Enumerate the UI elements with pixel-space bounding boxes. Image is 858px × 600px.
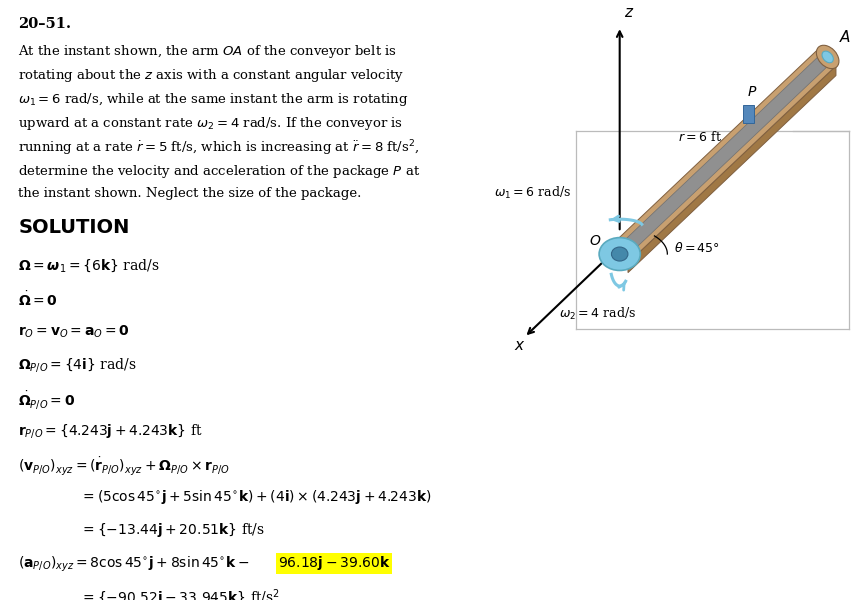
Text: $\omega_1 = 6$ rad/s, while at the same instant the arm is rotating: $\omega_1 = 6$ rad/s, while at the same … [18,91,409,108]
Text: $O$: $O$ [589,234,601,248]
Text: $x$: $x$ [514,340,525,353]
Text: $\mathbf{\Omega}_{P/O} = \{4\mathbf{i}\}$ rad/s: $\mathbf{\Omega}_{P/O} = \{4\mathbf{i}\}… [18,356,137,374]
Text: running at a rate $\dot{r} = 5$ ft/s, which is increasing at $\ddot{r} = 8$ ft/s: running at a rate $\dot{r} = 5$ ft/s, wh… [18,139,420,158]
Ellipse shape [599,238,640,271]
Polygon shape [612,48,836,263]
Text: $\theta = 45°$: $\theta = 45°$ [674,241,720,255]
Text: $\dot{\mathbf{\Omega}} = \mathbf{0}$: $\dot{\mathbf{\Omega}} = \mathbf{0}$ [18,290,58,309]
Text: SOLUTION: SOLUTION [18,218,130,238]
Polygon shape [628,66,836,272]
Text: $r = 6$ ft: $r = 6$ ft [678,130,722,143]
Text: $96.18\mathbf{j} - 39.60\mathbf{k}$: $96.18\mathbf{j} - 39.60\mathbf{k}$ [278,554,390,572]
Text: rotating about the $z$ axis with a constant angular velocity: rotating about the $z$ axis with a const… [18,67,405,84]
Text: $\mathbf{\Omega} = \boldsymbol{\omega}_1 = \{6\mathbf{k}\}$ rad/s: $\mathbf{\Omega} = \boldsymbol{\omega}_1… [18,257,160,274]
Text: $(\mathbf{v}_{P/O})_{xyz} = (\dot{\mathbf{r}}_{P/O})_{xyz} + \mathbf{\Omega}_{P/: $(\mathbf{v}_{P/O})_{xyz} = (\dot{\mathb… [18,455,231,478]
Text: $\dot{\mathbf{\Omega}}_{P/O} = \mathbf{0}$: $\dot{\mathbf{\Omega}}_{P/O} = \mathbf{0… [18,389,76,411]
Text: $= (5\cos 45^{\circ}\mathbf{j} + 5\sin 45^{\circ}\mathbf{k}) + (4\mathbf{i}) \ti: $= (5\cos 45^{\circ}\mathbf{j} + 5\sin 4… [81,488,432,506]
Text: 20–51.: 20–51. [18,17,71,31]
Text: $= \{-90.52\mathbf{j} - 33.945\mathbf{k}\}$ ft/s$^2$: $= \{-90.52\mathbf{j} - 33.945\mathbf{k}… [81,587,281,600]
Ellipse shape [816,45,839,68]
Text: the instant shown. Neglect the size of the package.: the instant shown. Neglect the size of t… [18,187,362,200]
Text: $z$: $z$ [624,6,634,20]
Text: upward at a constant rate $\omega_2 = 4$ rad/s. If the conveyor is: upward at a constant rate $\omega_2 = 4$… [18,115,403,132]
Ellipse shape [612,247,628,261]
Text: $\mathbf{r}_O = \mathbf{v}_O = \mathbf{a}_O = \mathbf{0}$: $\mathbf{r}_O = \mathbf{v}_O = \mathbf{a… [18,323,130,340]
Text: $(\mathbf{a}_{P/O})_{xyz} = 8\cos 45^{\circ}\mathbf{j} + 8\sin 45^{\circ}\mathbf: $(\mathbf{a}_{P/O})_{xyz} = 8\cos 45^{\c… [18,554,250,574]
Polygon shape [615,52,832,259]
Text: $= \{-13.44\mathbf{j} + 20.51\mathbf{k}\}$ ft/s: $= \{-13.44\mathbf{j} + 20.51\mathbf{k}\… [81,521,265,539]
Text: $P$: $P$ [747,85,758,100]
Text: $A$: $A$ [838,29,850,44]
Text: $\mathbf{r}_{P/O} = \{4.243\mathbf{j} + 4.243\mathbf{k}\}$ ft: $\mathbf{r}_{P/O} = \{4.243\mathbf{j} + … [18,422,203,440]
Text: At the instant shown, the arm $OA$ of the conveyor belt is: At the instant shown, the arm $OA$ of th… [18,43,397,60]
Text: $\omega_2 = 4$ rad/s: $\omega_2 = 4$ rad/s [559,305,636,322]
Polygon shape [743,105,754,124]
Text: $\omega_1 = 6$ rad/s: $\omega_1 = 6$ rad/s [494,185,571,201]
Text: determine the velocity and acceleration of the package $P$ at: determine the velocity and acceleration … [18,163,420,180]
Ellipse shape [822,51,833,63]
